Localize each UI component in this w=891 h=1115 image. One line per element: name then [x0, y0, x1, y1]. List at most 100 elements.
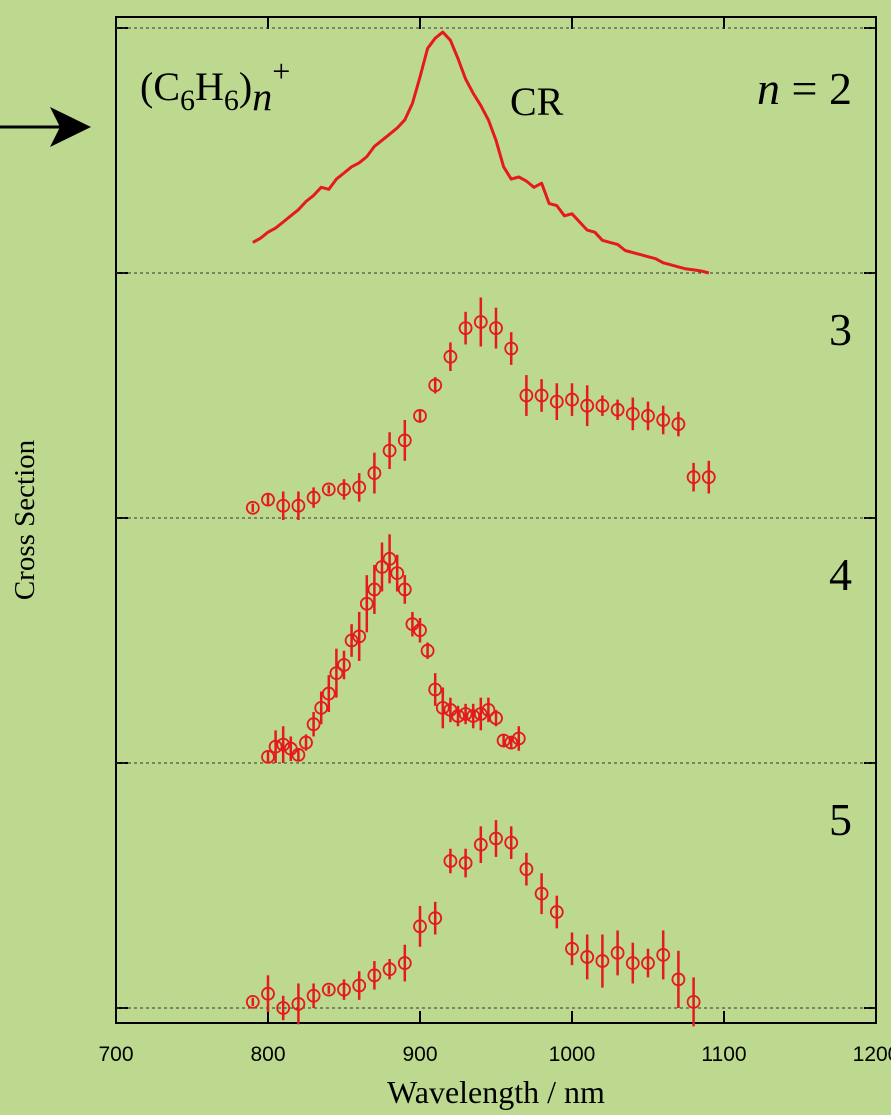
plot-frame	[115, 16, 877, 1024]
data-point	[671, 417, 686, 431]
data-point	[504, 835, 519, 850]
data-point	[504, 735, 519, 750]
data-point	[610, 402, 625, 417]
data-point	[382, 962, 397, 977]
data-point	[276, 1001, 291, 1015]
data-point	[420, 643, 435, 658]
species-var: n	[252, 74, 272, 119]
data-point	[549, 394, 564, 409]
data-point	[565, 392, 579, 407]
data-point	[580, 398, 595, 413]
data-point	[458, 707, 473, 721]
data-point	[306, 988, 321, 1003]
data-point	[519, 388, 534, 403]
data-point	[428, 682, 443, 697]
data-point	[291, 498, 306, 513]
data-point	[367, 466, 382, 480]
data-point	[489, 831, 503, 846]
data-point	[686, 470, 701, 485]
data-point	[337, 658, 351, 672]
data-point	[458, 321, 473, 336]
data-point	[382, 551, 397, 566]
data-point	[352, 629, 367, 644]
data-point	[413, 919, 427, 934]
data-point	[534, 388, 549, 403]
species-sub-2: 6	[224, 84, 239, 117]
x-tick-label: 1100	[701, 1043, 746, 1066]
data-point	[489, 711, 503, 725]
data-point	[321, 482, 336, 497]
arrow-icon	[0, 107, 91, 147]
data-point	[451, 709, 465, 723]
panel-label: 5	[829, 794, 852, 845]
data-point	[519, 862, 534, 877]
data-point	[473, 707, 488, 721]
data-point	[413, 623, 427, 638]
data-point	[329, 666, 344, 681]
data-point	[549, 905, 564, 919]
data-point	[428, 911, 443, 926]
x-axis-label: Wavelength / nm	[387, 1074, 605, 1110]
data-point	[458, 856, 473, 870]
data-point	[299, 735, 313, 750]
data-point	[656, 413, 671, 427]
data-point	[261, 749, 275, 764]
data-point	[496, 733, 511, 748]
data-point	[337, 482, 351, 497]
data-point	[686, 994, 701, 1009]
data-point	[641, 409, 655, 423]
data-point	[359, 596, 374, 611]
data-point	[625, 406, 640, 421]
data-point	[466, 709, 481, 723]
data-point	[306, 717, 321, 732]
data-point	[337, 982, 351, 997]
data-point	[352, 480, 367, 495]
x-tick-label: 1200	[853, 1043, 891, 1066]
data-point	[382, 443, 397, 458]
species-sub-1: 6	[180, 84, 195, 117]
data-point	[413, 409, 427, 423]
species-open: (C	[140, 64, 180, 109]
species-close: )	[239, 64, 252, 109]
data-point	[595, 954, 610, 968]
data-point	[443, 349, 458, 364]
data-point	[397, 582, 412, 597]
data-point	[306, 490, 321, 505]
data-point	[375, 560, 389, 574]
data-point	[397, 956, 412, 970]
data-point	[291, 747, 306, 762]
data-point	[504, 341, 519, 356]
data-point	[245, 500, 260, 515]
data-point	[321, 982, 336, 997]
axis-ticks	[115, 17, 877, 1023]
x-tick-label: 1000	[549, 1043, 596, 1066]
data-point	[352, 978, 367, 993]
species-mid: H	[195, 64, 224, 109]
x-tick-label: 700	[98, 1043, 133, 1066]
data-point	[261, 986, 275, 1001]
data-point	[276, 498, 291, 513]
data-point	[268, 739, 283, 754]
y-axis-label: Cross Section	[9, 439, 41, 600]
cr-label: CR	[510, 79, 564, 124]
data-point	[701, 470, 716, 485]
data-traces	[245, 30, 716, 1027]
species-label: (C6H6)n+	[140, 53, 290, 119]
x-tick-label: 900	[402, 1043, 437, 1066]
panel-label: n = 2	[757, 63, 852, 114]
data-point	[625, 956, 640, 970]
panel-labels: n = 2 CR 3 4 5	[510, 63, 852, 845]
data-point	[261, 492, 275, 507]
x-tick-labels: 700 800 900 1000 1100 1200	[98, 1043, 891, 1066]
data-point	[595, 398, 610, 413]
data-point	[367, 582, 382, 597]
data-point	[321, 686, 336, 701]
data-point	[656, 948, 671, 962]
data-point	[245, 994, 260, 1009]
data-point	[397, 433, 412, 448]
data-point	[473, 315, 488, 329]
data-point	[481, 703, 496, 717]
data-point	[580, 950, 595, 964]
series-line-n2	[252, 30, 710, 275]
